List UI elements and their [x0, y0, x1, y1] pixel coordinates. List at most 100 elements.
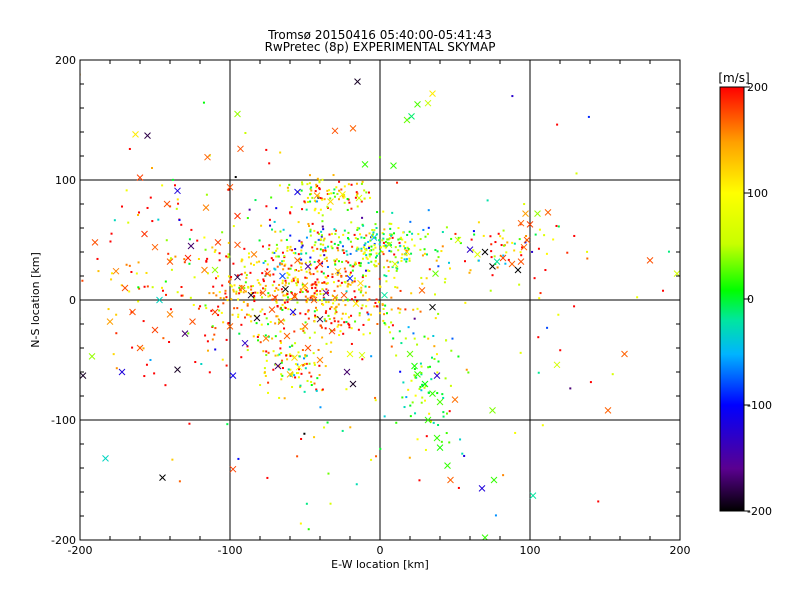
data-dot [408, 456, 411, 459]
data-dot [342, 299, 345, 302]
data-dot [221, 231, 224, 234]
data-dot [408, 230, 411, 233]
data-dot [326, 205, 329, 208]
data-dot [361, 257, 364, 260]
data-dot [267, 335, 270, 338]
data-dot [293, 374, 296, 377]
data-dot [399, 289, 402, 292]
data-dot [138, 211, 141, 214]
data-dot [362, 252, 365, 255]
data-dot [486, 199, 489, 202]
data-dot [401, 396, 404, 399]
data-dot [315, 266, 318, 269]
data-dot [502, 254, 505, 257]
data-dot [309, 273, 312, 276]
data-dot [382, 319, 385, 322]
data-dot [258, 260, 261, 263]
data-dot [299, 291, 302, 294]
data-dot [467, 371, 470, 374]
data-dot [259, 283, 262, 286]
data-dot [267, 323, 270, 326]
data-cross [403, 248, 411, 256]
data-dot [420, 389, 423, 392]
data-dot [384, 246, 387, 249]
data-dot [207, 272, 210, 275]
data-dot [274, 335, 277, 338]
data-dot [404, 337, 407, 340]
data-dot [405, 258, 408, 261]
data-dot [424, 235, 427, 238]
data-dot [290, 249, 293, 252]
data-dot [400, 342, 403, 345]
data-dot [299, 288, 302, 291]
data-dot [373, 242, 376, 245]
data-dot [348, 323, 351, 326]
data-cross [406, 350, 414, 358]
data-dot [308, 362, 311, 365]
data-dot [406, 233, 409, 236]
data-dot [217, 275, 220, 278]
data-dot [445, 339, 448, 342]
data-cross [229, 372, 237, 379]
data-dot [566, 251, 569, 254]
data-dot [322, 243, 325, 246]
data-dot [256, 291, 259, 294]
data-dot [115, 332, 118, 335]
data-dot [317, 299, 320, 302]
data-dot [472, 249, 475, 252]
data-dot [376, 211, 379, 214]
data-dot [373, 229, 376, 232]
data-dot [336, 271, 339, 274]
data-dot [355, 182, 358, 185]
data-dot [308, 336, 311, 339]
data-dot [457, 236, 460, 239]
data-dot [494, 241, 497, 244]
data-dot [368, 270, 371, 273]
data-dot [47, 230, 49, 232]
data-cross [385, 241, 393, 249]
data-dot [497, 232, 500, 235]
data-dot [280, 373, 283, 376]
data-dot [249, 315, 252, 318]
data-dot [222, 297, 225, 300]
data-dot [257, 339, 260, 342]
data-dot [224, 289, 227, 292]
data-dot [274, 354, 277, 357]
data-dot [316, 377, 319, 380]
data-dot [377, 262, 380, 265]
data-dot [321, 178, 324, 181]
data-dot [490, 256, 493, 259]
data-dot [341, 245, 344, 248]
data-dot [336, 285, 339, 288]
data-dot [145, 363, 148, 366]
data-dot [237, 315, 240, 318]
data-dot [276, 304, 279, 307]
data-dot [297, 351, 300, 354]
data-dot [280, 288, 283, 291]
data-dot [200, 363, 203, 366]
data-dot [325, 259, 328, 262]
data-dot [389, 244, 392, 247]
data-cross [304, 263, 312, 270]
data-dot [244, 131, 247, 134]
data-dot [143, 375, 146, 378]
data-dot [421, 254, 424, 257]
data-dot [559, 349, 562, 352]
data-dot [161, 286, 164, 289]
data-dot [224, 292, 227, 295]
data-dot [256, 335, 259, 338]
data-cross [294, 257, 301, 264]
data-dot [305, 270, 308, 273]
data-dot [343, 321, 346, 324]
data-dot [382, 241, 385, 244]
data-cross [358, 351, 366, 359]
data-dot [262, 278, 265, 281]
data-cross [211, 308, 219, 316]
data-dot [399, 244, 402, 247]
data-dot [266, 263, 269, 266]
data-dot [262, 280, 265, 283]
data-dot [222, 321, 225, 324]
data-dot [310, 541, 312, 543]
data-dot [164, 384, 167, 387]
data-cross [447, 476, 454, 484]
